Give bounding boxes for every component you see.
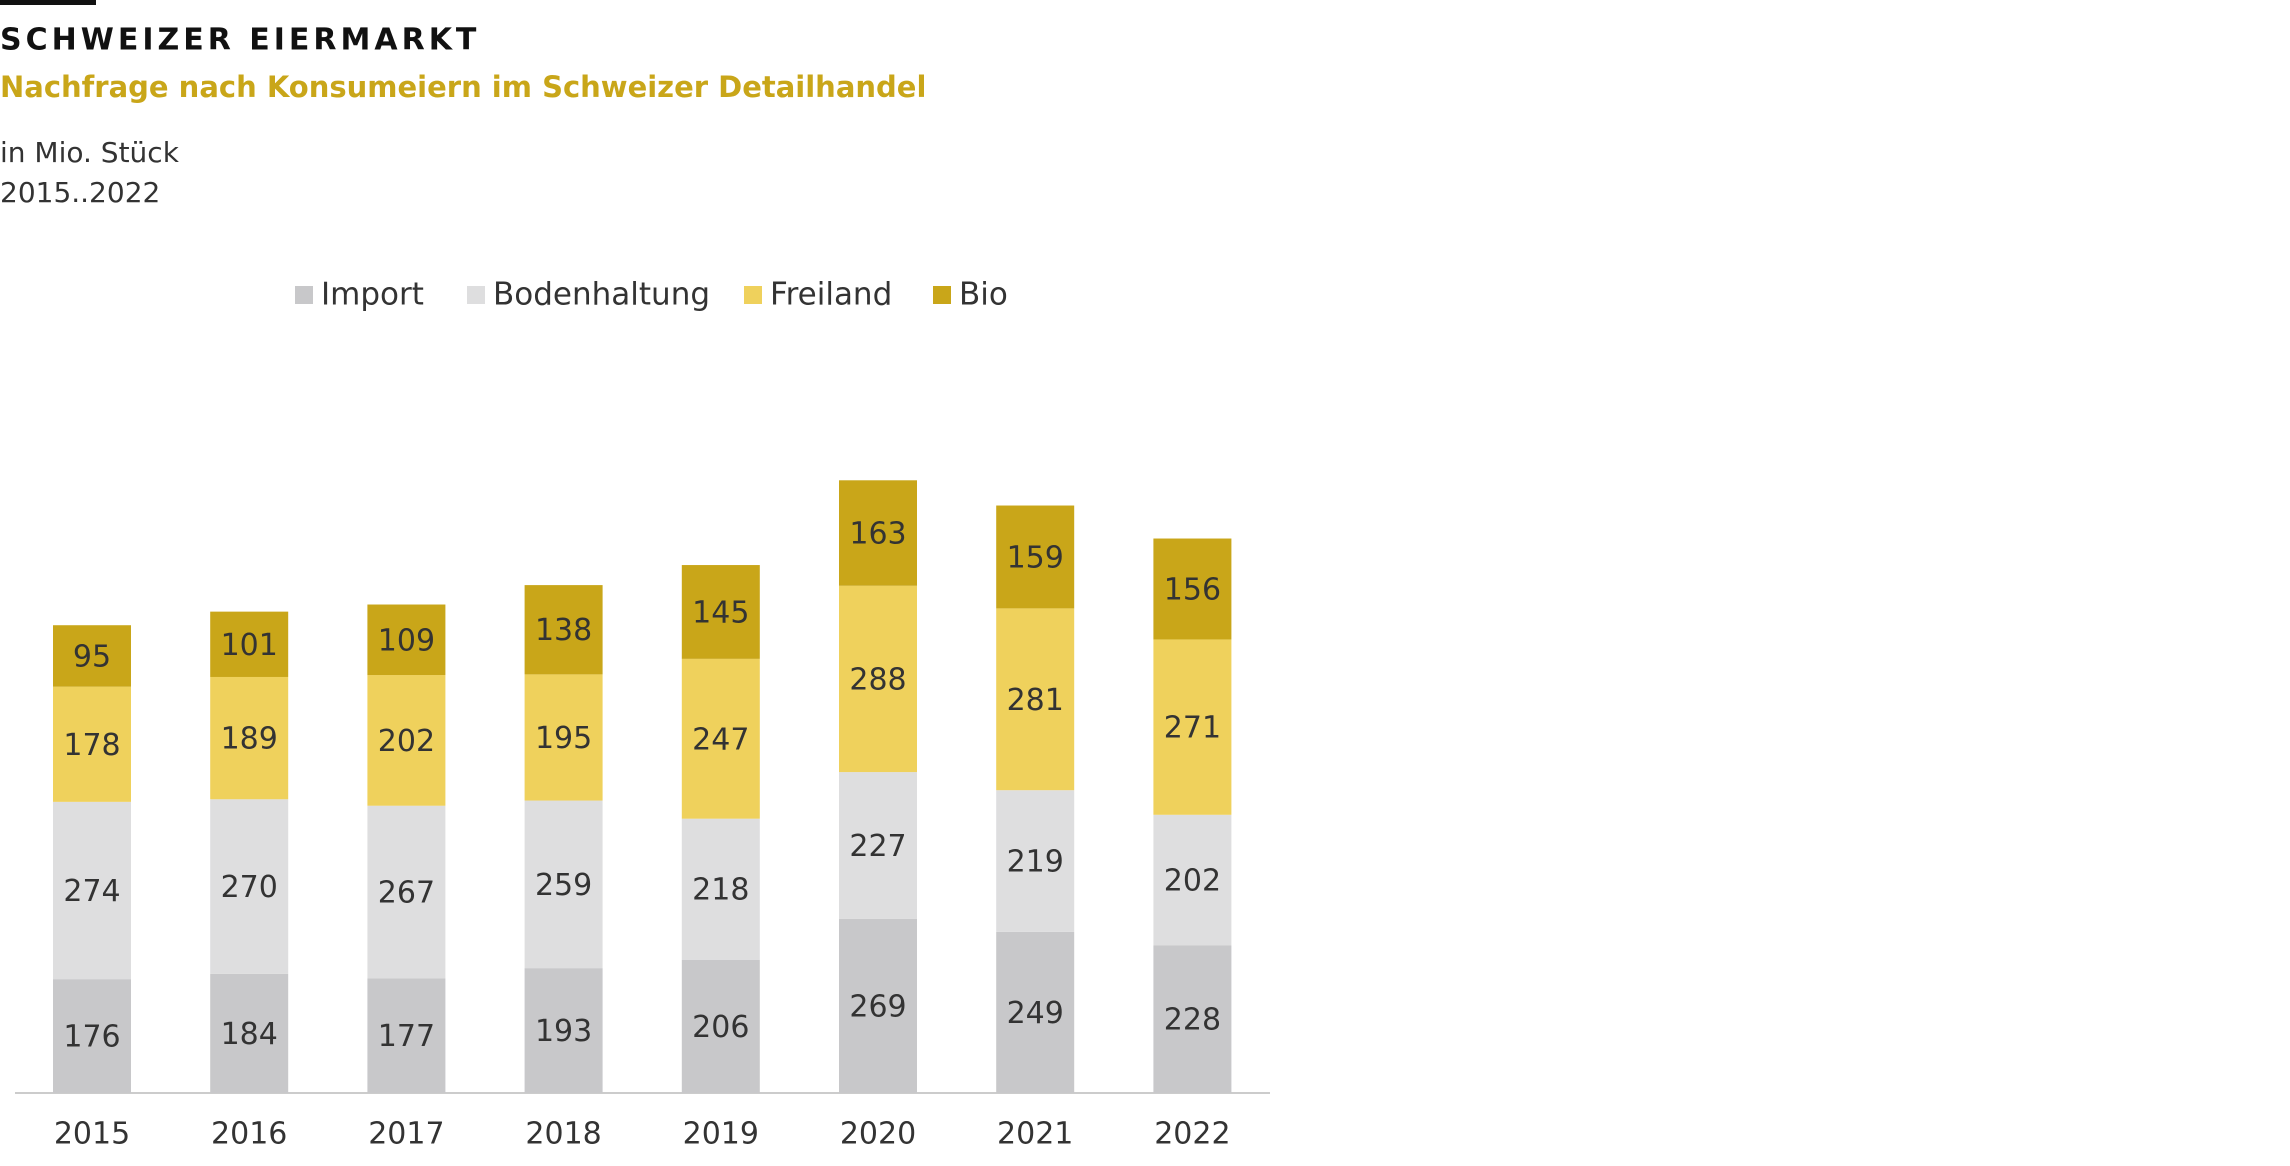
bar-segment (524, 800, 603, 969)
value-label: 193 (535, 1014, 592, 1049)
value-label: 176 (63, 1020, 120, 1055)
bar-segment (1153, 814, 1232, 946)
x-tick-label: 2016 (211, 1117, 287, 1152)
bar-segment (681, 818, 760, 960)
bar-segment (53, 801, 131, 980)
chart-title: SCHWEIZER EIERMARKT (0, 23, 480, 58)
value-label: 218 (692, 873, 749, 908)
legend-label: Bodenhaltung (493, 277, 710, 313)
bar-segment (839, 918, 917, 1093)
period-note: 2015..2022 (0, 176, 160, 209)
bar-segment (367, 604, 446, 676)
value-label: 206 (692, 1010, 749, 1045)
bar-segment (1153, 639, 1232, 815)
bar-segment (524, 585, 603, 675)
legend-swatch (295, 286, 313, 304)
value-label: 163 (849, 517, 906, 552)
x-tick-label: 2015 (54, 1117, 130, 1152)
bar-segment (996, 931, 1075, 1093)
legend-label: Import (321, 277, 424, 313)
bar-segment (839, 772, 917, 919)
bar-segment (681, 658, 760, 819)
legend-swatch (933, 286, 951, 304)
value-label: 109 (378, 623, 435, 658)
bar-segment (839, 585, 917, 773)
bar-segment (681, 959, 760, 1093)
x-tick-label: 2022 (1154, 1117, 1230, 1152)
x-tick-label: 2017 (368, 1117, 444, 1152)
value-label: 95 (73, 639, 111, 674)
bar-segment (839, 480, 917, 586)
value-label: 259 (535, 868, 592, 903)
value-label: 178 (63, 728, 120, 763)
bar-segment (681, 565, 760, 659)
value-label: 219 (1007, 845, 1064, 880)
legend-swatch (467, 286, 485, 304)
value-label: 156 (1164, 572, 1221, 607)
value-label: 138 (535, 613, 592, 648)
value-label: 227 (849, 829, 906, 864)
bar-segment (1153, 538, 1232, 640)
chart-subtitle: Nachfrage nach Konsumeiern im Schweizer … (0, 70, 926, 104)
bar-segment (367, 805, 446, 979)
x-tick-label: 2019 (683, 1117, 759, 1152)
value-label: 195 (535, 721, 592, 756)
value-label: 288 (849, 662, 906, 697)
value-label: 202 (378, 724, 435, 759)
x-tick-label: 2018 (525, 1117, 601, 1152)
legend-label: Bio (959, 277, 1008, 313)
x-tick-label: 2021 (997, 1117, 1073, 1152)
value-label: 189 (221, 722, 278, 757)
bar-segment (210, 973, 289, 1093)
value-label: 249 (1007, 996, 1064, 1031)
bar-segment (367, 978, 446, 1093)
legend-swatch (744, 286, 762, 304)
top-rule (0, 0, 96, 5)
value-label: 281 (1007, 683, 1064, 718)
bar-segment (996, 505, 1075, 609)
legend-label: Freiland (770, 277, 892, 313)
value-label: 159 (1007, 540, 1064, 575)
bar-segment (53, 979, 131, 1093)
bar-segment (1153, 945, 1232, 1093)
value-label: 274 (63, 874, 120, 909)
x-tick-label: 2020 (840, 1117, 916, 1152)
value-label: 202 (1164, 864, 1221, 899)
value-label: 145 (692, 595, 749, 630)
bar-segment (524, 968, 603, 1093)
value-label: 267 (378, 876, 435, 911)
bar-segment (210, 676, 289, 800)
bar-segment (996, 608, 1075, 791)
value-label: 269 (849, 989, 906, 1024)
bar-segment (367, 675, 446, 806)
value-label: 184 (221, 1017, 278, 1052)
bar-segment (996, 790, 1075, 932)
value-label: 271 (1164, 711, 1221, 746)
bar-segment (53, 625, 131, 687)
bar-segment (524, 674, 603, 801)
value-label: 270 (221, 870, 278, 905)
value-label: 247 (692, 722, 749, 757)
value-label: 228 (1164, 1003, 1221, 1038)
bar-segment (53, 686, 131, 802)
bar-segment (210, 611, 289, 677)
bar-segment (210, 799, 289, 974)
unit-note: in Mio. Stück (0, 136, 180, 169)
value-label: 101 (221, 628, 278, 663)
value-label: 177 (378, 1019, 435, 1054)
